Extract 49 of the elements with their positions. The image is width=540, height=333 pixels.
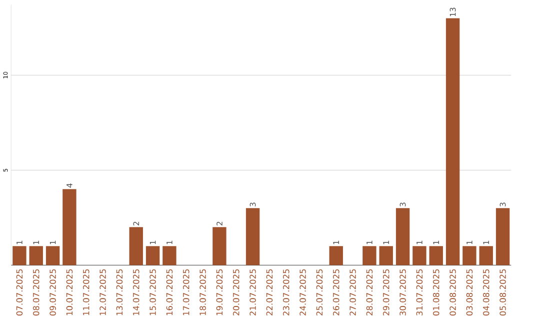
bar — [129, 227, 143, 266]
bar — [146, 246, 160, 266]
x-tick-label: 11.07.2025 — [82, 270, 90, 316]
x-tick-label: 13.07.2025 — [116, 270, 123, 316]
x-tick-label: 18.07.2025 — [200, 270, 206, 316]
x-tick-label: 15.07.2025 — [150, 270, 156, 316]
bar — [479, 246, 493, 266]
bar — [62, 189, 76, 266]
bar — [46, 246, 60, 266]
x-tick-label: 27.07.2025 — [350, 270, 356, 316]
bar — [212, 227, 226, 266]
bar — [29, 246, 43, 266]
x-tick-label: 17.07.2025 — [182, 270, 190, 316]
bar — [246, 208, 260, 266]
bar — [412, 246, 426, 266]
x-tick-label: 04.08.2025 — [482, 270, 490, 316]
x-tick-label: 22.07.2025 — [266, 270, 273, 316]
bar — [12, 246, 26, 266]
x-tick-label: 19.07.2025 — [216, 270, 223, 316]
x-tick-label: 05.08.2025 — [500, 270, 506, 316]
x-tick-label: 23.07.2025 — [282, 270, 290, 316]
x-tick-label: 03.08.2025 — [466, 270, 473, 316]
x-tick-label: 14.07.2025 — [132, 270, 140, 316]
x-tick-label: 21.07.2025 — [250, 270, 256, 316]
x-tick-label: 31.07.2025 — [416, 270, 423, 316]
x-tick-label: 25.07.2025 — [316, 270, 323, 316]
x-tick-label: 07.07.2025 — [16, 270, 23, 316]
bar — [379, 246, 393, 266]
bar — [446, 18, 460, 266]
x-tick-label: 26.07.2025 — [332, 270, 340, 316]
x-tick-label: 08.07.2025 — [32, 270, 40, 316]
bar — [462, 246, 476, 266]
bar — [362, 246, 376, 266]
x-tick-label: 02.08.2025 — [450, 270, 456, 316]
bar — [496, 208, 510, 266]
bar — [396, 208, 410, 266]
x-tick-label: 16.07.2025 — [166, 270, 173, 316]
x-tick-label: 30.07.2025 — [400, 270, 406, 316]
x-tick-label: 12.07.2025 — [100, 270, 106, 316]
x-tick-label: 20.07.2025 — [232, 270, 240, 316]
bar — [329, 246, 343, 266]
x-tick-label: 24.07.2025 — [300, 270, 306, 316]
bar — [429, 246, 443, 266]
x-tick-label: 09.07.2025 — [50, 270, 56, 316]
x-tick-label: 01.08.2025 — [432, 270, 440, 316]
x-tick-label: 28.07.2025 — [366, 270, 373, 316]
x-tick-label: 10.07.2025 — [66, 270, 73, 316]
x-tick-label: 29.07.2025 — [382, 270, 390, 316]
bar — [162, 246, 176, 266]
